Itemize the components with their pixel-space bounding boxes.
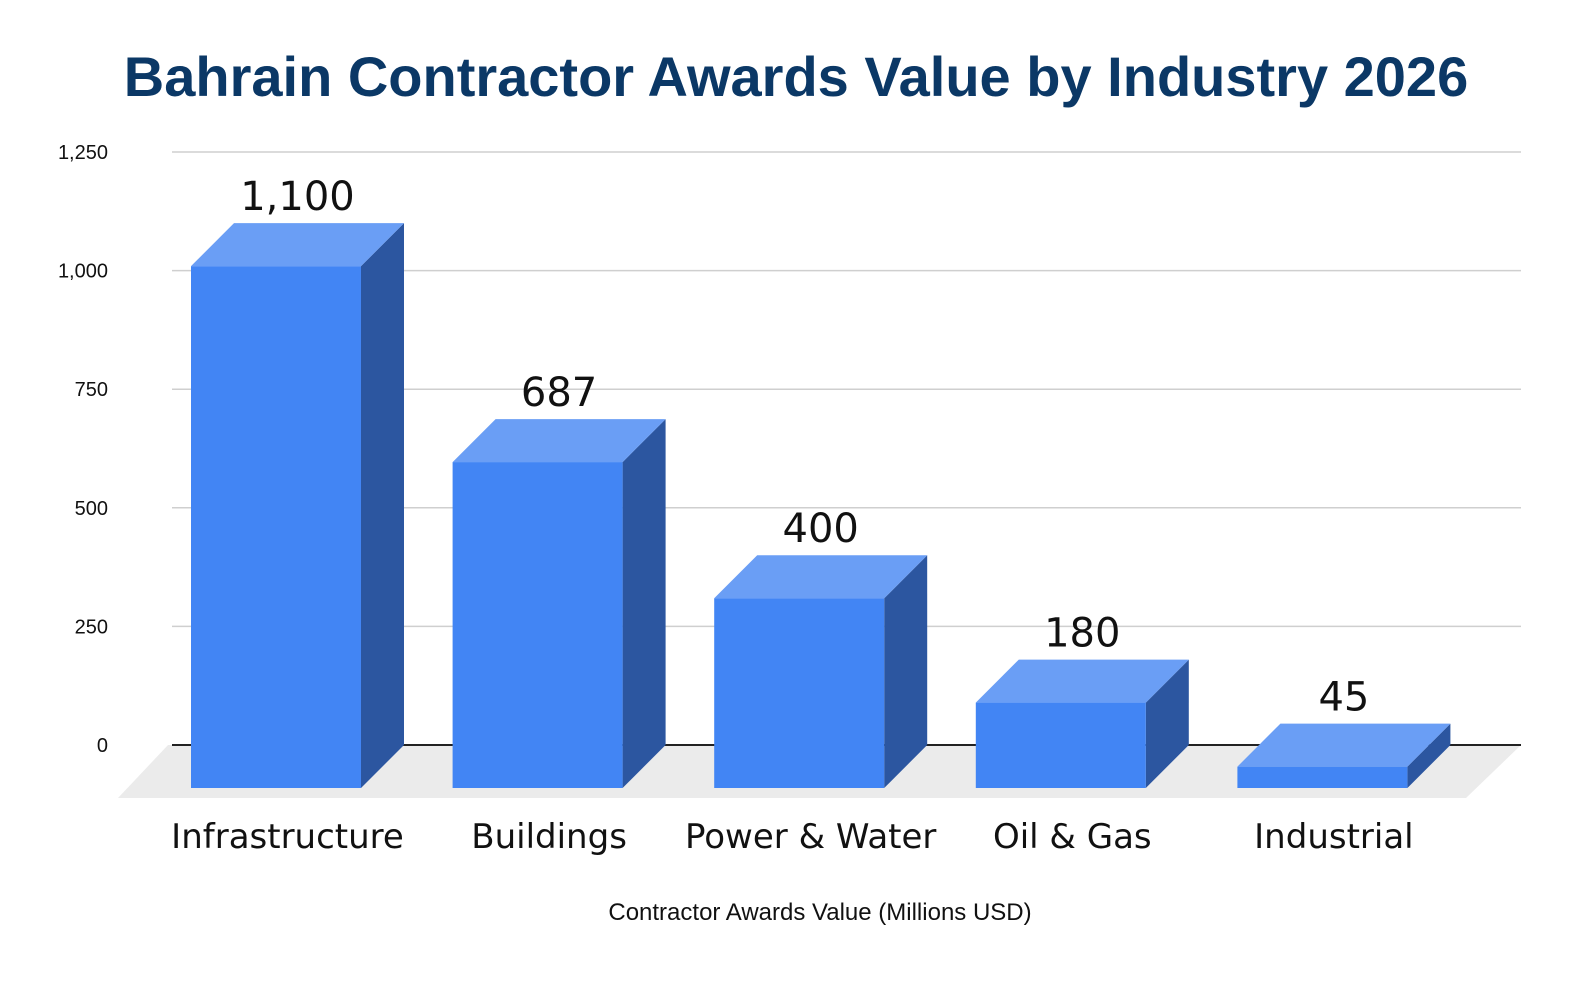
bar-front-face [975,702,1146,788]
x-tick-label: Industrial [1254,817,1413,857]
bar-side-face [622,419,666,788]
data-label: 687 [521,370,597,416]
bar [1237,723,1451,788]
chart-title: Bahrain Contractor Awards Value by Indus… [124,45,1468,108]
x-axis-title: Contractor Awards Value (Millions USD) [608,899,1031,926]
x-tick-label: Oil & Gas [993,817,1152,857]
x-tick-label: Buildings [471,817,627,857]
data-label: 400 [783,506,859,552]
bar-top-face [975,659,1189,703]
bars [191,223,1451,788]
y-tick-label: 1,250 [58,142,108,164]
bar-front-face [452,462,623,788]
y-tick-label: 500 [75,498,108,520]
bar [452,419,666,788]
x-axis-ticks: Infrastructure Buildings Power & Water Oil … [171,817,1413,857]
x-tick-label: Infrastructure [171,817,404,857]
y-tick-label: 250 [75,616,108,638]
bar-side-face [1145,659,1189,788]
x-tick-label: Power & Water [685,817,936,857]
bar-top-face [452,419,666,463]
bar-top-face [714,555,928,599]
bar-front-face [714,598,885,788]
bar-side-face [884,555,928,788]
bar-side-face [1407,723,1451,788]
data-label: 180 [1044,611,1120,657]
bar [714,555,928,788]
y-axis-ticks: 0 250 500 750 1,000 1,250 [58,142,108,757]
y-tick-label: 0 [97,735,108,757]
bar-top-face [191,223,404,267]
data-label: 1,100 [240,174,355,220]
bar [975,659,1189,788]
y-tick-label: 1,000 [58,261,108,283]
bar-front-face [1237,766,1408,788]
y-tick-label: 750 [75,379,108,401]
bar-front-face [191,266,361,788]
bar [191,223,404,788]
data-labels: 1,100 687 400 180 45 [240,174,1369,720]
data-label: 45 [1318,675,1369,721]
bar-side-face [361,223,404,788]
bar-top-face [1237,723,1451,767]
